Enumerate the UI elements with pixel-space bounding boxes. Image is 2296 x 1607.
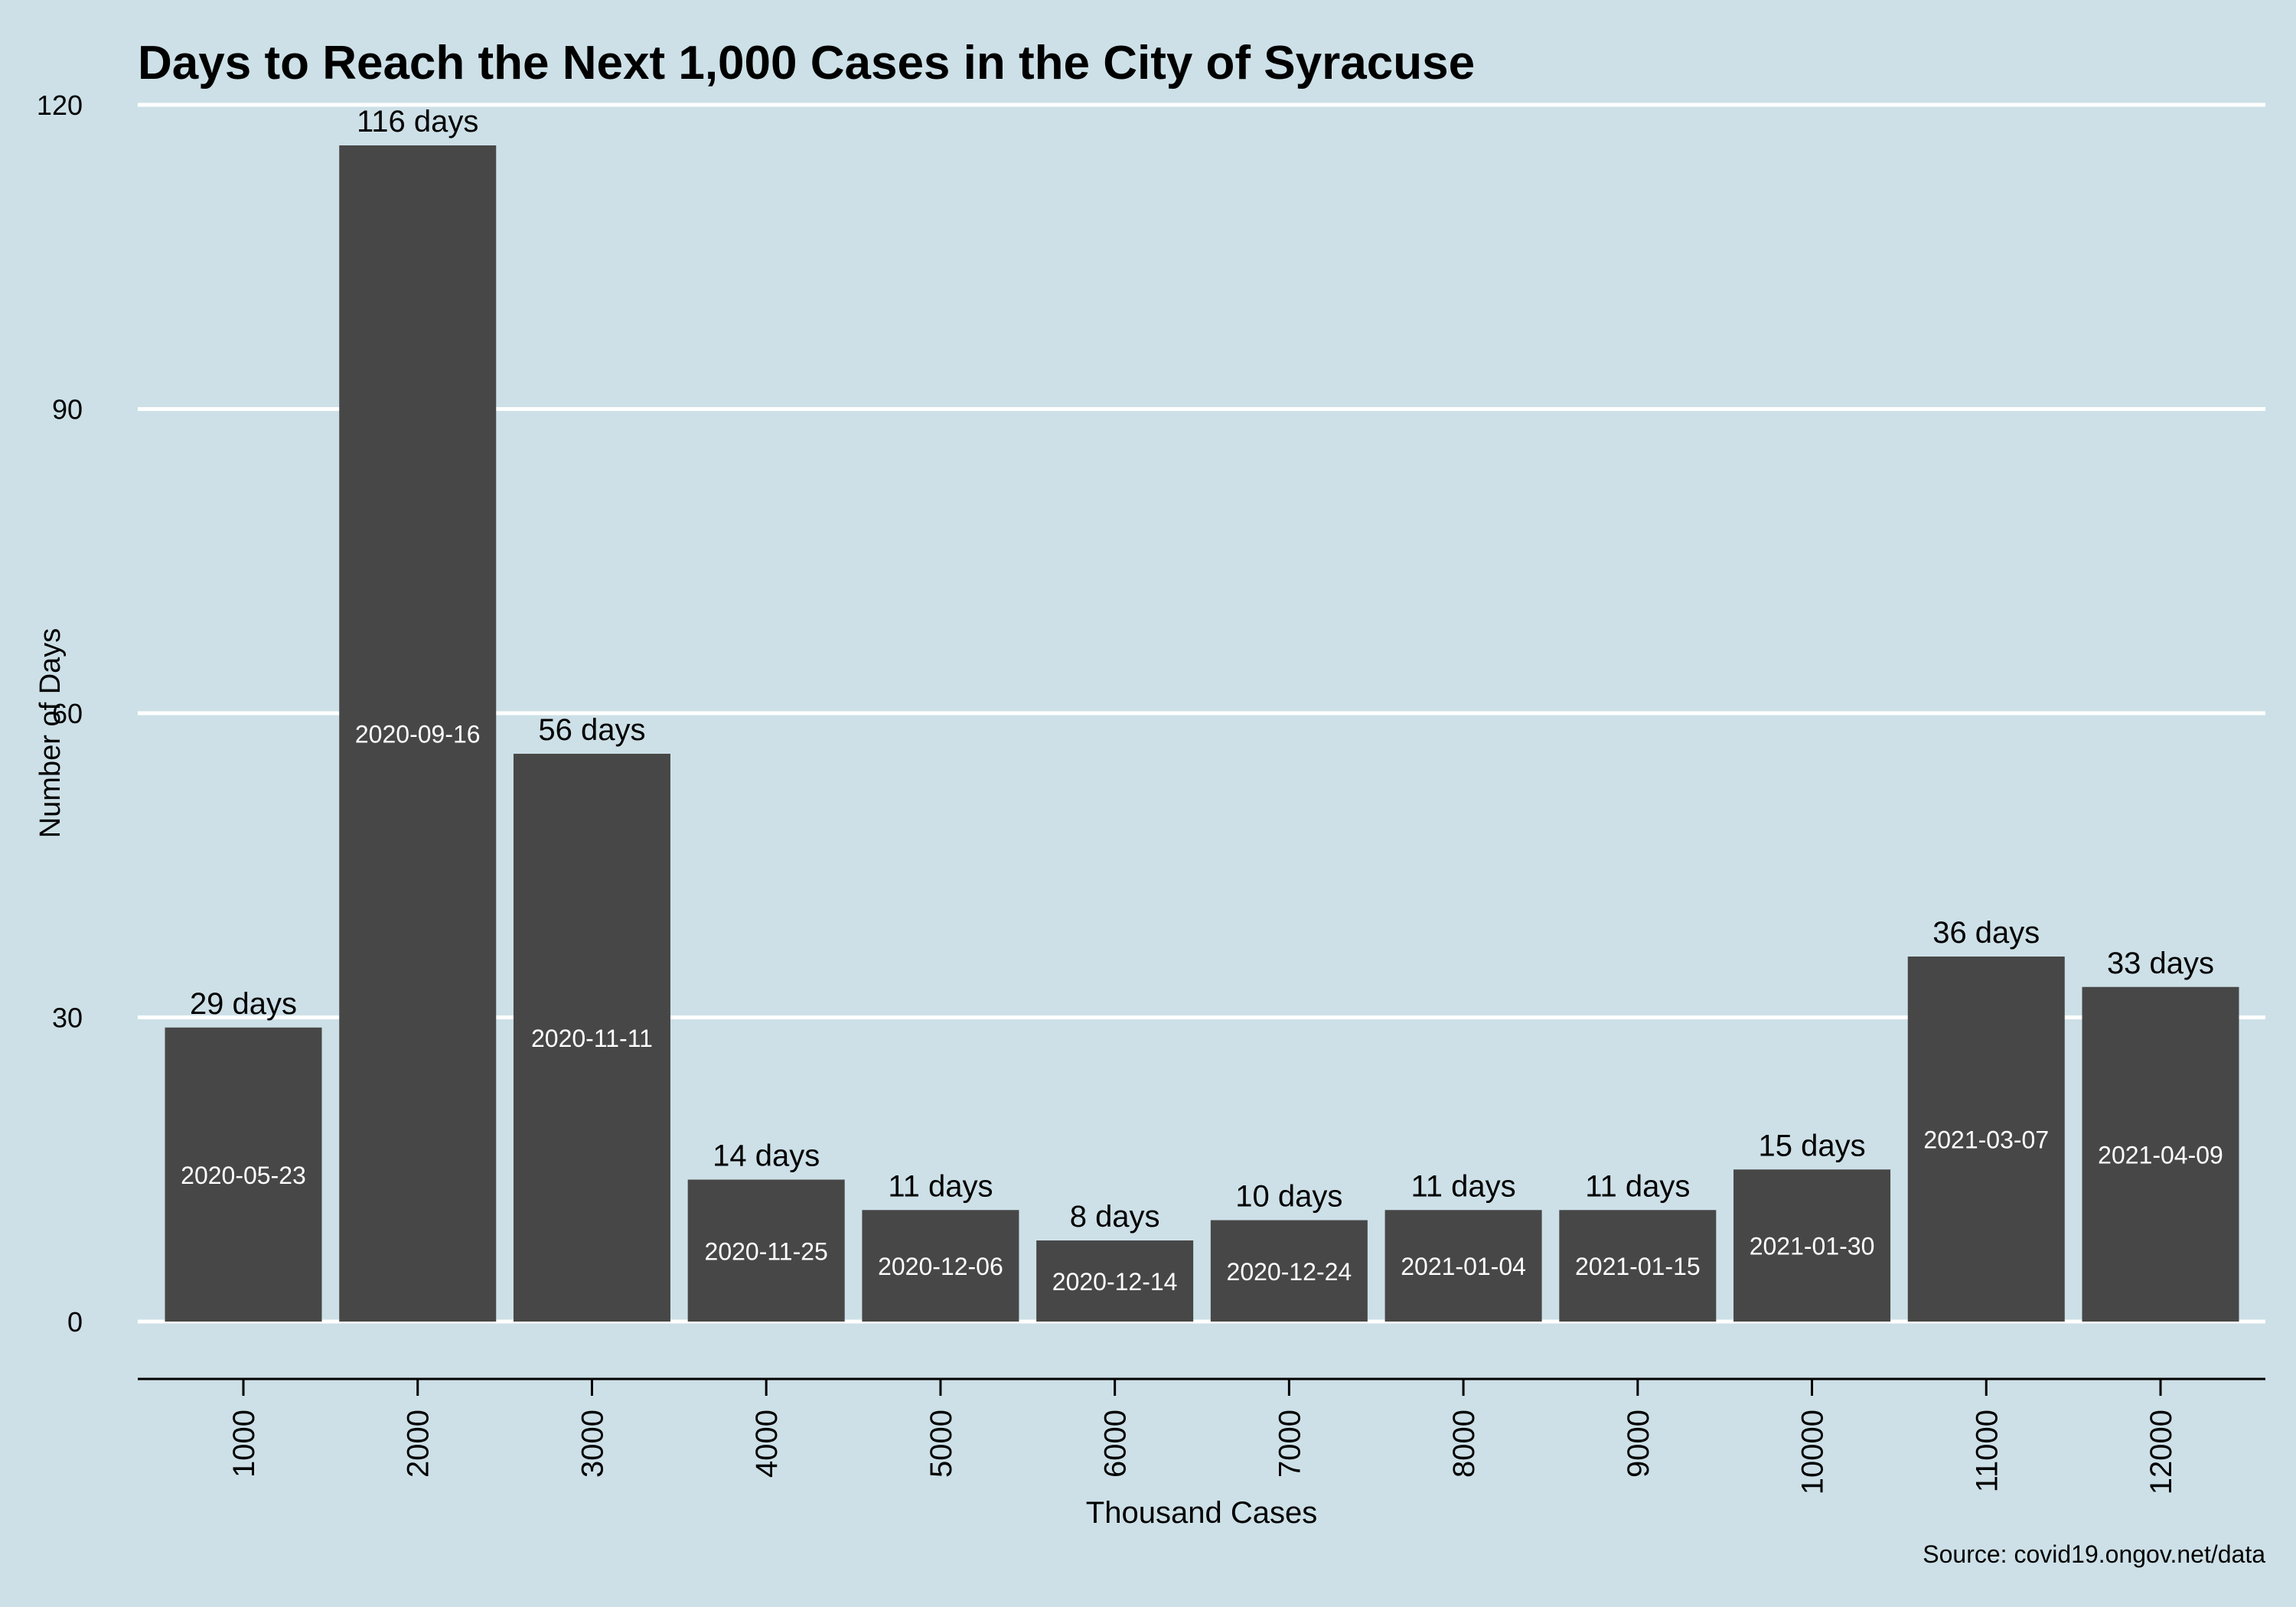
bar-date-label: 2021-01-15 [1575, 1253, 1701, 1280]
bar-value-label: 14 days [713, 1139, 820, 1173]
x-tick-label: 4000 [750, 1410, 784, 1478]
y-tick-label: 60 [52, 698, 83, 729]
x-tick-label: 3000 [576, 1410, 609, 1478]
bar [2082, 986, 2239, 1322]
bar-date-label: 2020-12-24 [1227, 1258, 1352, 1286]
bar-value-label: 10 days [1235, 1180, 1342, 1214]
bar-value-label: 33 days [2107, 947, 2214, 980]
x-tick-label: 1000 [227, 1410, 261, 1478]
bar-value-label: 11 days [1411, 1169, 1516, 1203]
bar [513, 754, 670, 1322]
bar-value-label: 29 days [190, 987, 297, 1021]
chart-title: Days to Reach the Next 1,000 Cases in th… [138, 37, 1475, 90]
bar [1559, 1210, 1717, 1322]
bar [862, 1210, 1019, 1322]
bar-value-label: 15 days [1758, 1129, 1865, 1162]
x-tick-label: 12000 [2144, 1410, 2178, 1495]
bar [1907, 957, 2065, 1322]
y-tick-label: 30 [52, 1002, 83, 1034]
bar [1733, 1169, 1891, 1322]
bar-date-label: 2021-04-09 [2098, 1141, 2223, 1169]
bar [339, 145, 497, 1322]
bar-date-label: 2021-01-30 [1750, 1233, 1875, 1260]
bar [1384, 1210, 1542, 1322]
bar-value-label: 11 days [888, 1169, 993, 1203]
x-tick-label: 5000 [925, 1410, 958, 1478]
bar-date-label: 2020-12-06 [878, 1253, 1003, 1280]
bar-date-label: 2020-12-14 [1052, 1268, 1178, 1296]
bar-value-label: 11 days [1585, 1169, 1690, 1203]
bar-date-label: 2021-03-07 [1923, 1126, 2049, 1154]
x-tick-label: 8000 [1447, 1410, 1481, 1478]
bar-value-label: 8 days [1070, 1200, 1160, 1234]
bar-date-label: 2020-11-11 [531, 1025, 653, 1052]
y-axis-title: Number of Days [34, 628, 67, 839]
bar-value-label: 36 days [1932, 916, 2040, 950]
x-tick-label: 2000 [402, 1410, 435, 1478]
bar-date-label: 2020-11-25 [705, 1237, 828, 1265]
x-axis-title: Thousand Cases [1086, 1496, 1317, 1530]
y-tick-label: 0 [67, 1306, 83, 1338]
bar [1036, 1240, 1194, 1322]
x-tick-label: 10000 [1796, 1410, 1830, 1495]
bar-date-label: 2020-09-16 [355, 721, 481, 748]
source-caption: Source: covid19.ongov.net/data [1923, 1540, 2265, 1568]
x-tick-label: 11000 [1970, 1410, 2004, 1492]
bar-date-label: 2021-01-04 [1401, 1253, 1526, 1280]
bar-date-label: 2020-05-23 [181, 1162, 306, 1189]
x-tick-label: 9000 [1622, 1410, 1655, 1478]
y-tick-label: 90 [52, 394, 83, 425]
bar [1210, 1220, 1368, 1322]
bars [165, 145, 2239, 1322]
y-tick-label: 120 [37, 90, 83, 121]
bar-value-label: 56 days [538, 713, 645, 747]
x-tick-label: 6000 [1099, 1410, 1133, 1478]
bar-value-label: 116 days [357, 105, 478, 139]
bar [165, 1027, 322, 1322]
x-tick-label: 7000 [1273, 1410, 1306, 1478]
bar-labels: 29 days 2020-05-23 116 days 2020-09-16 56 da… [181, 105, 2223, 1296]
axes: 0 30 60 90 120 1000 2000 3000 4000 5000 6000 7000 80… [37, 90, 2265, 1495]
bar [687, 1179, 845, 1322]
